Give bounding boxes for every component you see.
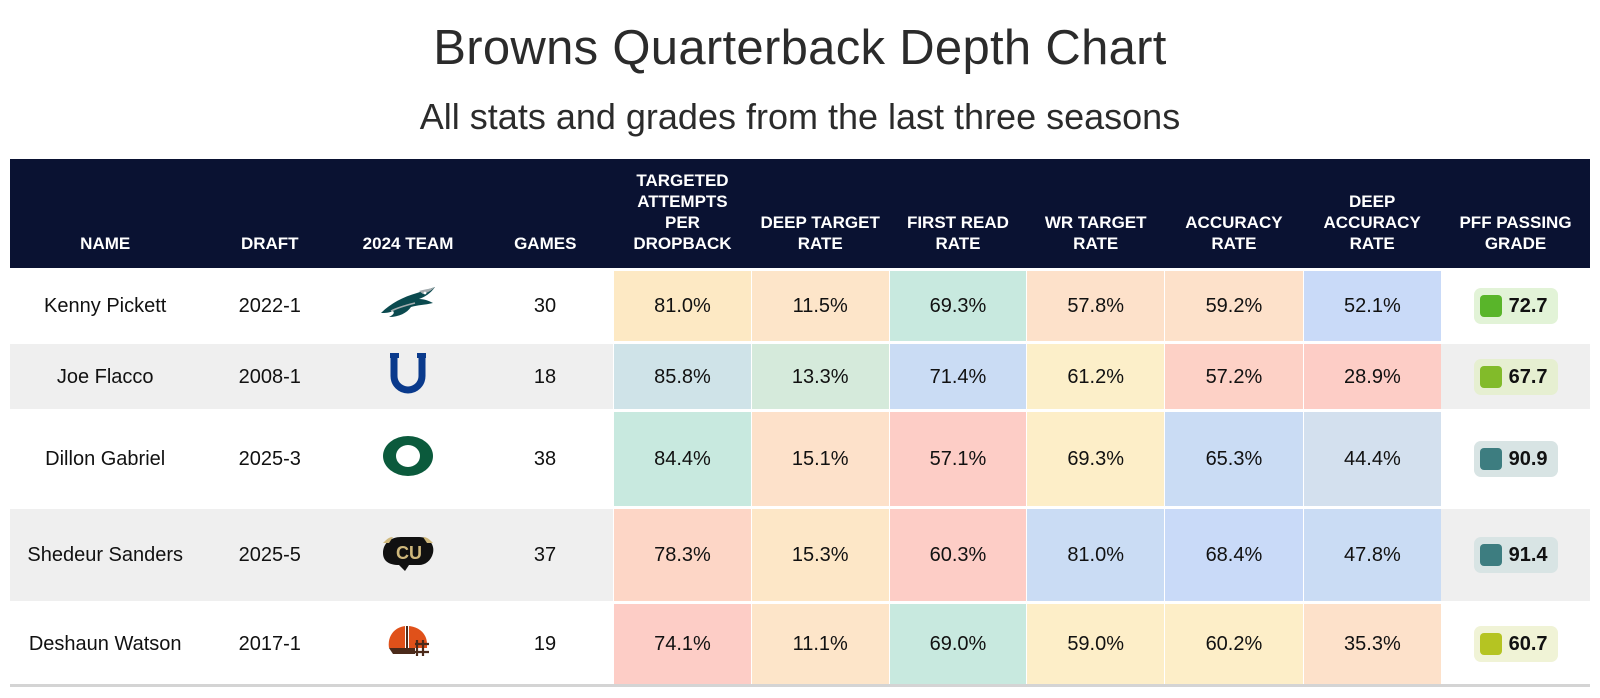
grade-badge: 60.7 [1473,626,1558,662]
grade-value: 67.7 [1508,365,1548,388]
table-body: Kenny Pickett 2022-1 30 81.0% 11.5% 69.3% 57.8… [10,268,1590,687]
metric-cell: 71.4% [888,341,1027,411]
metric-cell: 69.3% [1026,409,1165,508]
metric-cell: 69.0% [888,601,1027,687]
grade-cell: 72.7 [1441,268,1590,343]
chart-subtitle: All stats and grades from the last three… [419,96,1181,137]
column-header: TARGETED ATTEMPTS PER DROPBACK [613,159,752,270]
metric-cell: 60.2% [1164,601,1304,687]
metric-cell: 47.8% [1302,506,1442,603]
games-cell: 18 [476,341,614,411]
grade-badge: 90.9 [1473,441,1558,477]
column-header: 2024 TEAM [339,159,477,270]
metric-cell: 81.0% [613,268,752,343]
grade-color-swatch [1479,365,1502,388]
metric-cell: 15.3% [750,506,890,603]
column-header: DRAFT [200,159,340,270]
metric-cell: 28.9% [1302,341,1442,411]
games-cell: 30 [476,268,614,343]
table-row: Kenny Pickett 2022-1 30 81.0% 11.5% 69.3% 57.8… [10,268,1590,343]
grade-cell: 91.4 [1441,506,1590,603]
draft-cell: 2017-1 [200,601,340,687]
table-row: Joe Flacco 2008-1 18 85.8% 13.3% 71.4% 61.2% 57… [10,341,1590,411]
grade-badge: 67.7 [1473,358,1558,395]
metric-cell: 85.8% [613,341,752,411]
indianapolis-colts-icon [389,352,427,401]
grade-color-swatch [1479,295,1502,317]
metric-cell: 78.3% [613,506,752,603]
chart-title: Browns Quarterback Depth Chart [433,21,1167,75]
colorado-buffaloes-icon: CU [379,531,437,580]
metric-cell: 60.3% [888,506,1027,603]
grade-badge: 91.4 [1473,537,1558,573]
column-header: DEEP TARGET RATE [751,159,890,270]
player-name-cell: Dillon Gabriel [10,409,201,508]
team-cell [339,409,477,508]
metric-cell: 57.1% [888,409,1027,508]
grade-cell: 67.7 [1441,341,1590,411]
svg-text:CU: CU [396,543,422,563]
team-cell [339,601,477,687]
grade-value: 72.7 [1508,295,1548,317]
metric-cell: 74.1% [613,601,752,687]
games-cell: 38 [476,409,614,508]
column-header: ACCURACY RATE [1164,159,1304,270]
column-header: WR TARGET RATE [1026,159,1165,270]
games-cell: 37 [476,506,614,603]
cleveland-browns-icon [385,622,431,667]
metric-cell: 52.1% [1302,268,1442,343]
grade-badge: 72.7 [1473,288,1558,324]
metric-cell: 68.4% [1164,506,1304,603]
metric-cell: 81.0% [1026,506,1165,603]
philadelphia-eagles-icon [379,283,437,330]
metric-cell: 59.2% [1164,268,1304,343]
player-name-cell: Shedeur Sanders [10,506,201,603]
grade-value: 90.9 [1508,448,1548,470]
draft-cell: 2022-1 [200,268,340,343]
metric-cell: 69.3% [888,268,1027,343]
table-row: Deshaun Watson 2017-1 19 74.1% 11.1% 69.0% 59.… [10,601,1590,687]
player-name-cell: Deshaun Watson [10,601,201,687]
draft-cell: 2025-3 [200,409,340,508]
grade-color-swatch [1479,544,1502,566]
games-cell: 19 [476,601,614,687]
metric-cell: 65.3% [1164,409,1304,508]
table-row: Shedeur Sanders 2025-5 CU 37 78.3% 15.3% 60.3%… [10,506,1590,603]
team-cell [339,341,477,411]
grade-cell: 60.7 [1441,601,1590,687]
metric-cell: 57.2% [1164,341,1304,411]
team-cell: CU [339,506,477,603]
metric-cell: 35.3% [1302,601,1442,687]
grade-value: 91.4 [1508,544,1548,566]
metric-cell: 15.1% [750,409,890,508]
header-row: NAME DRAFT 2024 TEAM GAMES TARGETED ATTE… [10,159,1590,270]
metric-cell: 44.4% [1302,409,1442,508]
depth-chart-table: NAME DRAFT 2024 TEAM GAMES TARGETED ATTE… [10,159,1590,687]
metric-cell: 61.2% [1026,341,1165,411]
player-name-cell: Kenny Pickett [10,268,201,343]
grade-cell: 90.9 [1441,409,1590,508]
draft-cell: 2025-5 [200,506,340,603]
column-header: DEEP ACCURACY RATE [1303,159,1442,270]
metric-cell: 13.3% [750,341,890,411]
draft-cell: 2008-1 [200,341,340,411]
team-cell [339,268,477,343]
player-name-cell: Joe Flacco [10,341,201,411]
column-header: FIRST READ RATE [889,159,1027,270]
table-row: Dillon Gabriel 2025-3 38 84.4% 15.1% 57.1% 69.… [10,409,1590,508]
metric-cell: 84.4% [613,409,752,508]
oregon-ducks-icon [381,434,435,485]
metric-cell: 59.0% [1026,601,1165,687]
grade-value: 60.7 [1508,633,1548,655]
grade-color-swatch [1479,633,1502,655]
column-header: PFF PASSING GRADE [1441,159,1590,270]
metric-cell: 57.8% [1026,268,1165,343]
column-header: NAME [10,159,201,270]
grade-color-swatch [1479,448,1502,470]
metric-cell: 11.5% [750,268,890,343]
column-header: GAMES [476,159,614,270]
metric-cell: 11.1% [750,601,890,687]
